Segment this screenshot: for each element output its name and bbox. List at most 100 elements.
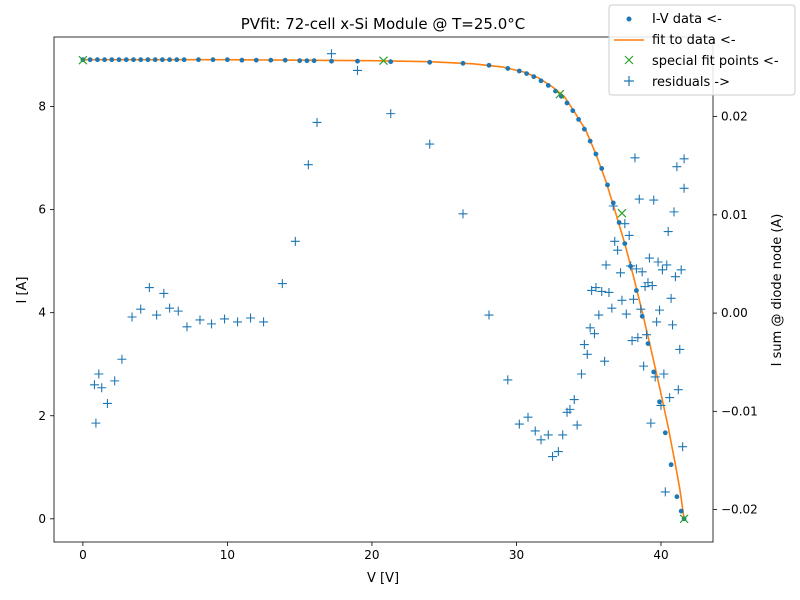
iv-data-point xyxy=(674,494,680,500)
residual-point xyxy=(663,227,673,237)
x-tick-label: 10 xyxy=(220,548,235,562)
iv-data-point xyxy=(138,57,144,63)
legend-marker-special xyxy=(624,55,634,65)
residual-point xyxy=(642,330,652,340)
iv-data-point xyxy=(329,58,334,64)
residual-point xyxy=(646,418,656,428)
legend-marker-data xyxy=(626,16,632,22)
y-tick-label: 0 xyxy=(38,512,46,526)
legend-label-data: I-V data <- xyxy=(652,12,722,27)
y2-axis-label: I sum @ diode node (A) xyxy=(770,214,785,367)
residual-point xyxy=(136,304,146,314)
y-axis-ticks: 0 2 4 6 8 xyxy=(38,100,54,526)
residual-point xyxy=(672,162,682,172)
residual-point xyxy=(636,304,646,314)
y2-tick-label: −0.02 xyxy=(721,503,758,517)
residual-point xyxy=(670,272,680,282)
residual-point xyxy=(591,283,601,293)
residual-point xyxy=(503,375,513,385)
residual-point xyxy=(195,315,205,325)
plot-area xyxy=(53,36,714,543)
residual-point xyxy=(246,313,256,323)
residual-point xyxy=(659,369,669,379)
iv-data-point xyxy=(516,68,522,74)
legend: I-V data <- fit to data <- special fit p… xyxy=(608,4,796,96)
residual-point xyxy=(576,369,586,379)
iv-data-point xyxy=(564,100,570,106)
iv-data-point xyxy=(210,57,216,63)
iv-data-point xyxy=(531,74,537,80)
iv-data-point xyxy=(576,117,581,122)
iv-data-point xyxy=(304,58,310,64)
residual-point xyxy=(633,333,643,343)
iv-data-point xyxy=(160,57,165,63)
residual-point xyxy=(182,322,192,332)
residual-point xyxy=(89,380,99,390)
iv-data-point xyxy=(109,57,115,63)
residual-point xyxy=(585,323,595,333)
residual-point xyxy=(589,329,599,339)
legend-label-fit: fit to data <- xyxy=(652,33,736,48)
residual-point xyxy=(607,303,617,313)
residual-point xyxy=(386,109,396,119)
legend-box xyxy=(608,4,796,96)
legend-label-special: special fit points <- xyxy=(652,54,779,69)
residual-point xyxy=(617,295,627,305)
residual-point xyxy=(604,287,614,297)
residual-point xyxy=(676,265,686,275)
special-fit-point xyxy=(78,55,88,65)
residual-point xyxy=(678,442,688,452)
x-axis-label: V [V] xyxy=(367,571,399,586)
iv-data-point xyxy=(678,508,684,514)
residual-point xyxy=(627,336,637,346)
residual-point xyxy=(582,349,592,359)
residual-point xyxy=(600,356,610,366)
residual-point xyxy=(616,268,626,278)
y2-axis-ticks: −0.02 −0.01 0.00 0.01 0.02 xyxy=(713,110,758,517)
residual-point xyxy=(594,310,604,320)
residual-point xyxy=(207,319,217,329)
residual-point xyxy=(662,260,672,270)
iv-data-point xyxy=(311,58,317,64)
iv-data-point xyxy=(593,151,599,157)
iv-data-point xyxy=(616,220,622,225)
y2-tick-label: 0.02 xyxy=(721,110,748,124)
residual-point xyxy=(657,265,667,275)
residual-point xyxy=(220,314,230,324)
residual-point xyxy=(656,400,666,410)
residual-point xyxy=(669,207,679,217)
residual-point xyxy=(543,430,553,440)
iv-data-point xyxy=(196,57,201,63)
residual-point xyxy=(653,257,663,267)
residual-point xyxy=(312,117,322,127)
iv-data-point xyxy=(174,57,180,63)
iv-data-point xyxy=(388,59,394,65)
iv-data-point xyxy=(355,58,360,64)
iv-data-point xyxy=(95,57,100,63)
residual-point xyxy=(569,395,579,405)
residual-point xyxy=(173,306,183,316)
residual-point xyxy=(484,310,494,320)
x-tick-label: 40 xyxy=(653,548,668,562)
iv-data-point xyxy=(599,166,605,171)
iv-data-point xyxy=(123,57,129,63)
residual-point xyxy=(102,398,112,408)
residual-point xyxy=(624,230,634,240)
residual-point xyxy=(565,404,575,414)
residual-point xyxy=(637,267,647,277)
residual-point xyxy=(644,253,654,263)
residual-point xyxy=(259,317,269,327)
residual-point xyxy=(649,195,659,205)
iv-data-point xyxy=(460,60,466,66)
legend-marker-residuals xyxy=(624,76,634,86)
y2-tick-label: −0.01 xyxy=(721,404,758,418)
special-fit-point xyxy=(679,514,689,524)
residual-point xyxy=(165,303,175,313)
residual-point xyxy=(650,372,660,382)
residual-point xyxy=(553,447,563,457)
iv-data-point xyxy=(253,57,259,63)
residual-point xyxy=(152,310,162,320)
iv-data-point xyxy=(582,126,587,132)
iv-data-point xyxy=(225,57,230,63)
